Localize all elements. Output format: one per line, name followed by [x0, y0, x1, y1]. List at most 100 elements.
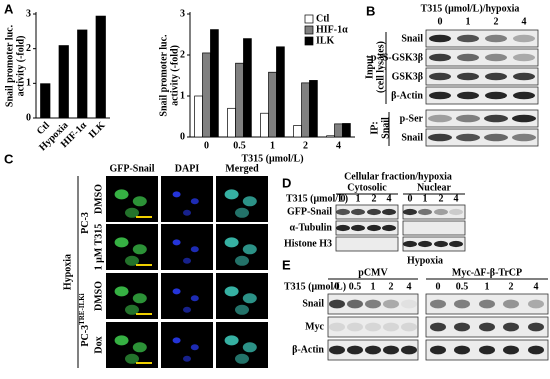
- y-axis-label: Snail promoter luc.: [4, 24, 15, 107]
- band: [428, 133, 452, 142]
- group-name: PC-3: [80, 325, 91, 347]
- y-axis-label: activity (-fold): [169, 45, 180, 106]
- y-tick-label: 2: [180, 49, 185, 60]
- band: [454, 345, 470, 355]
- row-label: β-Actin: [391, 90, 423, 101]
- group-label: Snail: [380, 117, 391, 139]
- bar: [58, 45, 69, 119]
- x-axis-label: T315 (μmol/L): [241, 153, 303, 164]
- cell: [132, 244, 147, 255]
- lane-label: 0.5: [456, 281, 469, 292]
- band: [503, 345, 519, 355]
- band: [383, 322, 399, 332]
- band: [479, 299, 495, 309]
- x-tick-label: 0: [204, 140, 209, 151]
- cell: [132, 342, 147, 353]
- cell: [183, 306, 191, 313]
- blot: [425, 109, 539, 128]
- lane-label: 0: [341, 193, 346, 204]
- cell: [224, 335, 239, 346]
- row-label: GFP-Snail: [287, 206, 332, 217]
- band: [454, 299, 470, 309]
- lane-label: 0: [408, 193, 413, 204]
- blot: [327, 316, 419, 338]
- band: [365, 345, 381, 355]
- row-label: Dox: [93, 336, 104, 353]
- bar: [243, 38, 252, 138]
- blot-title: Cellular fraction/hypoxia: [344, 171, 452, 182]
- lane-label: 4: [387, 193, 392, 204]
- band: [429, 91, 451, 100]
- band: [428, 114, 452, 123]
- cell: [183, 257, 191, 264]
- lane-label: 1: [356, 193, 361, 204]
- panel-label: C: [4, 151, 14, 166]
- bar: [40, 83, 51, 118]
- legend-label: ILK: [316, 35, 335, 46]
- band: [401, 345, 417, 355]
- cell: [235, 353, 249, 364]
- group-label: PC-3TRE-ILKi: [78, 293, 92, 346]
- band: [382, 224, 396, 232]
- band: [403, 240, 417, 248]
- row-label: 1 μM T315: [93, 224, 104, 271]
- band: [434, 208, 448, 216]
- bar: [334, 123, 343, 138]
- cell: [242, 196, 257, 207]
- blot-title: Hypoxia: [407, 255, 443, 266]
- lane-label: 0: [436, 281, 441, 292]
- band: [430, 299, 446, 309]
- lane-label: 1: [485, 281, 490, 292]
- band: [503, 322, 519, 332]
- lane-label: 1: [466, 16, 471, 27]
- band: [485, 34, 507, 43]
- column-label: DAPI: [175, 163, 200, 174]
- blot: [425, 86, 539, 105]
- legend-label: HIF-1α: [316, 24, 348, 35]
- group-name: PC-3: [80, 212, 91, 234]
- group-label: (cell lysates): [375, 41, 386, 93]
- legend-swatch: [304, 25, 314, 35]
- cell: [190, 295, 199, 302]
- band: [365, 322, 381, 332]
- cell: [190, 344, 199, 351]
- cell: [172, 337, 181, 344]
- band: [528, 345, 544, 355]
- band: [347, 299, 363, 309]
- bar: [260, 112, 269, 138]
- row-label: GSK3β: [392, 71, 423, 82]
- band: [367, 224, 381, 232]
- band: [336, 224, 350, 232]
- lane-title: T315 (μmol/L): [286, 193, 348, 204]
- band: [479, 345, 495, 355]
- band: [457, 72, 479, 81]
- row-label: p-Ser: [400, 113, 424, 124]
- lane-label: 2: [389, 281, 394, 292]
- cell: [224, 237, 239, 248]
- legend-label: Ctl: [316, 13, 330, 24]
- band: [528, 322, 544, 332]
- blot: [402, 220, 466, 236]
- band: [485, 53, 507, 62]
- panel-label: B: [366, 3, 375, 18]
- bar: [95, 15, 106, 118]
- fraction-label: Nuclear: [417, 182, 451, 193]
- blot: [425, 48, 539, 67]
- lane-label: 0: [438, 16, 443, 27]
- y-tick-label: 3: [26, 8, 31, 19]
- group-label: IP:: [369, 121, 380, 134]
- band: [401, 299, 417, 309]
- band: [329, 322, 345, 332]
- band: [457, 53, 479, 62]
- lane-label: 0.5: [349, 281, 362, 292]
- lane-label: 4: [534, 281, 539, 292]
- band: [434, 240, 448, 248]
- band: [403, 208, 417, 216]
- x-tick-label: 1: [270, 140, 275, 151]
- band: [347, 322, 363, 332]
- row-label: Myc: [305, 321, 324, 332]
- band: [456, 114, 480, 123]
- lane-title: T315 (μmol/L): [284, 281, 346, 292]
- y-axis-label: Snail promoter luc.: [158, 34, 169, 117]
